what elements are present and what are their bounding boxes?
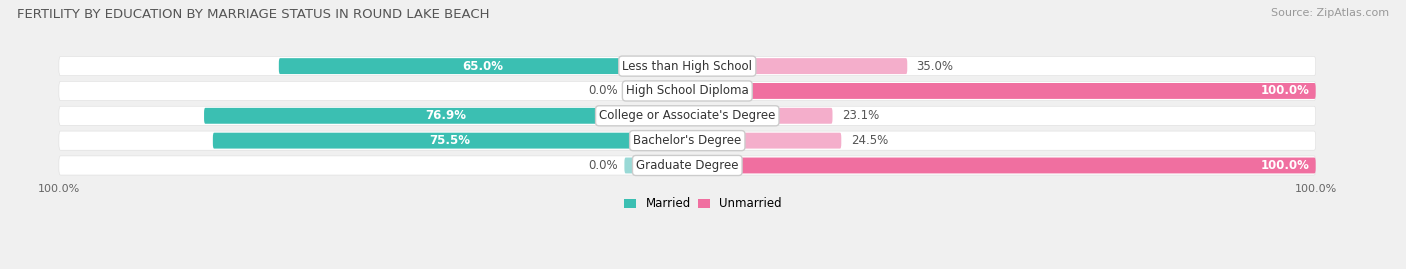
FancyBboxPatch shape — [59, 82, 1316, 101]
Text: 0.0%: 0.0% — [589, 84, 619, 97]
Text: 23.1%: 23.1% — [842, 109, 879, 122]
Text: FERTILITY BY EDUCATION BY MARRIAGE STATUS IN ROUND LAKE BEACH: FERTILITY BY EDUCATION BY MARRIAGE STATU… — [17, 8, 489, 21]
FancyBboxPatch shape — [688, 83, 1316, 99]
Text: 75.5%: 75.5% — [430, 134, 471, 147]
Text: Less than High School: Less than High School — [623, 60, 752, 73]
FancyBboxPatch shape — [59, 156, 1316, 175]
Text: 0.0%: 0.0% — [589, 159, 619, 172]
Text: College or Associate's Degree: College or Associate's Degree — [599, 109, 776, 122]
FancyBboxPatch shape — [204, 108, 688, 124]
FancyBboxPatch shape — [278, 58, 688, 74]
FancyBboxPatch shape — [688, 58, 907, 74]
FancyBboxPatch shape — [212, 133, 688, 148]
Legend: Married, Unmarried: Married, Unmarried — [620, 193, 786, 215]
FancyBboxPatch shape — [688, 108, 832, 124]
FancyBboxPatch shape — [624, 158, 688, 174]
Text: Source: ZipAtlas.com: Source: ZipAtlas.com — [1271, 8, 1389, 18]
Text: 100.0%: 100.0% — [1260, 84, 1309, 97]
Text: Graduate Degree: Graduate Degree — [636, 159, 738, 172]
FancyBboxPatch shape — [688, 133, 841, 148]
Text: 76.9%: 76.9% — [425, 109, 467, 122]
Text: High School Diploma: High School Diploma — [626, 84, 748, 97]
FancyBboxPatch shape — [59, 131, 1316, 150]
Text: 24.5%: 24.5% — [851, 134, 889, 147]
Text: 100.0%: 100.0% — [1260, 159, 1309, 172]
FancyBboxPatch shape — [59, 106, 1316, 125]
Text: Bachelor's Degree: Bachelor's Degree — [633, 134, 741, 147]
Text: 35.0%: 35.0% — [917, 60, 953, 73]
Text: 65.0%: 65.0% — [463, 60, 503, 73]
FancyBboxPatch shape — [624, 83, 688, 99]
FancyBboxPatch shape — [59, 56, 1316, 76]
FancyBboxPatch shape — [688, 158, 1316, 174]
